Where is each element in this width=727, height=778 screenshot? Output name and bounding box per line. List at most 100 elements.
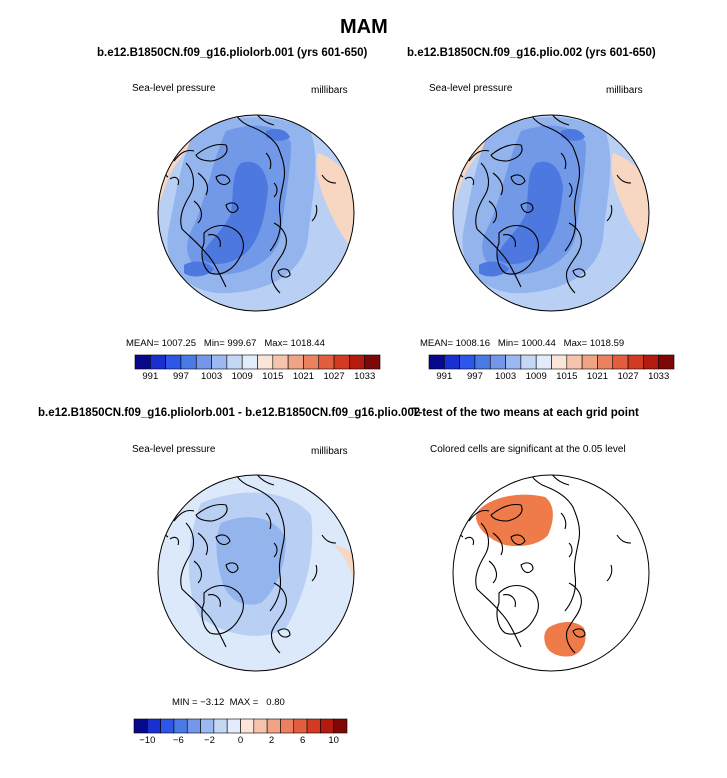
colorbar-swatch — [195, 354, 212, 370]
map-border — [452, 474, 650, 672]
colorbar-swatch — [213, 718, 228, 734]
colorbar-swatch — [627, 354, 644, 370]
panel-4-significance-label: Colored cells are significant at the 0.0… — [430, 444, 626, 455]
colorbar-swatch — [333, 718, 348, 734]
pressure-field — [453, 115, 649, 311]
colorbar-swatch — [186, 718, 201, 734]
colorbar-swatch — [257, 354, 274, 370]
map-panel-2 — [452, 114, 650, 312]
colorbar-swatch — [428, 354, 445, 370]
colorbar-tick-label: 997 — [173, 371, 189, 382]
colorbar-tick-label: 10 — [328, 735, 339, 746]
colorbar-swatch — [293, 718, 308, 734]
colorbar-swatch — [226, 718, 241, 734]
mean-value: 1007.25 — [161, 338, 196, 349]
colorbar-swatch — [333, 354, 350, 370]
colorbar-2 — [428, 354, 675, 370]
colorbar-tick-label: 1003 — [200, 371, 223, 382]
panel-3-units-label: millibars — [311, 446, 348, 457]
page-title: MAM — [340, 16, 388, 38]
mean-value: 1008.16 — [455, 338, 490, 349]
colorbar-swatch — [133, 718, 148, 734]
colorbar-swatch — [241, 354, 258, 370]
panel-2-stats: MEAN= 1008.16 Min= 1000.44 Max= 1018.59 — [420, 338, 624, 349]
colorbar-swatch — [349, 354, 365, 370]
colorbar-swatch — [165, 354, 182, 370]
map-border — [452, 114, 650, 312]
max-value: 1018.59 — [589, 338, 625, 349]
colorbar-swatch — [658, 354, 675, 370]
colorbar-tick-label: 1009 — [231, 371, 253, 382]
mean-label: MEAN= — [420, 338, 453, 349]
panel-3-stats: MIN = −3.12 MAX = 0.80 — [172, 697, 285, 708]
map-border — [157, 114, 355, 312]
colorbar-tick-label: 0 — [237, 735, 244, 746]
max-label: Max= — [563, 338, 588, 349]
colorbar-swatch — [200, 718, 215, 734]
colorbar-tick-label: 1033 — [648, 371, 670, 382]
colorbar-swatch — [459, 354, 476, 370]
colorbar-tick-label: −6 — [172, 735, 184, 746]
map-panel-3 — [157, 474, 355, 672]
colorbar-swatch — [489, 354, 506, 370]
colorbar-swatch — [643, 354, 659, 370]
panel-3-title: b.e12.B1850CN.f09_g16.pliolorb.001 - b.e… — [38, 407, 421, 419]
panel-1-variable-label: Sea-level pressure — [132, 83, 216, 94]
colorbar-swatch — [173, 718, 188, 734]
colorbar-swatch — [150, 354, 166, 370]
colorbar-swatch — [253, 718, 268, 734]
colorbar-swatch — [612, 354, 629, 370]
colorbar-tick-label: 1021 — [292, 371, 314, 382]
colorbar-swatch — [535, 354, 552, 370]
colorbar-swatch — [266, 718, 281, 734]
pressure-field — [158, 115, 354, 311]
colorbar-tick-label: 2 — [268, 735, 275, 746]
panel-1-units-label: millibars — [311, 85, 348, 96]
colorbar-swatch — [226, 354, 243, 370]
colorbar-swatch — [306, 718, 321, 734]
map-panel-4 — [452, 474, 650, 672]
colorbar-tick-label: 1027 — [617, 371, 639, 382]
colorbar-tick-label: 991 — [436, 371, 453, 382]
colorbar-swatch — [160, 718, 175, 734]
colorbar-tick-label: 1003 — [494, 371, 517, 382]
colorbar-swatch — [280, 718, 295, 734]
colorbar-swatch — [180, 354, 197, 370]
significance-patch — [544, 622, 586, 657]
min-value: 1000.44 — [521, 338, 556, 349]
panel-2-units-label: millibars — [606, 85, 643, 96]
colorbar-tick-label: −10 — [139, 735, 156, 746]
panel-3-variable-label: Sea-level pressure — [132, 444, 216, 455]
min-label: Min= — [497, 338, 519, 349]
map-border — [157, 474, 355, 672]
min-label: Min= — [203, 338, 225, 349]
colorbar-tick-label: 991 — [142, 371, 159, 382]
colorbar-3 — [133, 718, 348, 734]
max-label: MAX = — [229, 697, 259, 708]
colorbar-tick-label: 6 — [299, 735, 306, 746]
colorbar-swatch — [551, 354, 568, 370]
colorbar-swatch — [287, 354, 304, 370]
max-value: 1018.44 — [290, 338, 325, 349]
colorbar-tick-label: 1027 — [323, 371, 345, 382]
colorbar-swatch — [272, 354, 289, 370]
panel-2-variable-label: Sea-level pressure — [429, 83, 513, 94]
colorbar-tick-label: 1015 — [556, 371, 578, 382]
colorbar-swatch — [240, 718, 255, 734]
map-panel-1 — [157, 114, 355, 312]
colorbar-swatch — [320, 718, 334, 734]
colorbar-tick-label: 1009 — [525, 371, 547, 382]
panel-1-stats: MEAN= 1007.25 Min= 999.67 Max= 1018.44 — [126, 338, 325, 349]
panel-1-title: b.e12.B1850CN.f09_g16.pliolorb.001 (yrs … — [97, 47, 368, 59]
colorbar-tick-label: −2 — [204, 735, 215, 746]
colorbar-swatch — [474, 354, 491, 370]
min-label: MIN = — [172, 697, 198, 708]
colorbar-swatch — [505, 354, 522, 370]
colorbar-swatch — [147, 718, 161, 734]
panel-2-title: b.e12.B1850CN.f09_g16.plio.002 (yrs 601-… — [407, 47, 656, 59]
colorbar-swatch — [303, 354, 320, 370]
colorbar-swatch — [581, 354, 598, 370]
significance-patch — [476, 494, 553, 547]
colorbar-swatch — [364, 354, 381, 370]
colorbar-swatch — [134, 354, 151, 370]
